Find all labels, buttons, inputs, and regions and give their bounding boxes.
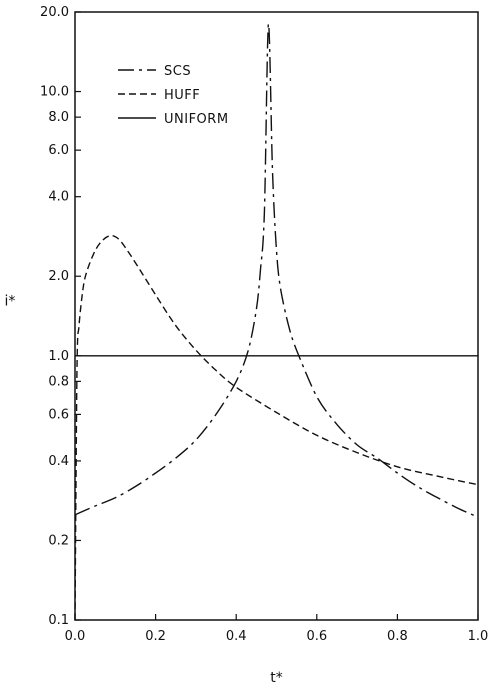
series-line-scs <box>74 23 479 518</box>
legend-label-scs: SCS <box>164 64 191 79</box>
y-axis-title: i* <box>5 293 16 309</box>
y-tick-label: 4.0 <box>48 190 69 205</box>
y-tick-label: 0.4 <box>48 454 69 469</box>
legend-label-uniform: UNIFORM <box>164 112 229 127</box>
x-tick-label: 0.6 <box>306 629 327 644</box>
legend: SCS HUFF UNIFORM <box>118 64 229 127</box>
y-tick-label: 2.0 <box>48 269 69 284</box>
y-tick-label: 6.0 <box>48 143 69 158</box>
y-tick-label: 0.2 <box>48 533 69 548</box>
y-tick-label: 20.0 <box>40 5 69 20</box>
x-tick-label: 0.2 <box>145 629 166 644</box>
y-tick-label: 0.1 <box>48 613 69 628</box>
y-tick-label: 0.6 <box>48 407 69 422</box>
legend-label-huff: HUFF <box>164 88 200 103</box>
series-layer <box>74 23 479 621</box>
series-line-huff <box>74 234 479 621</box>
y-tick-label: 1.0 <box>48 349 69 364</box>
y-axis-ticks: 0.1 0.2 0.4 0.6 0.8 1.0 2.0 4.0 6.0 8.0 10.0 20.0 <box>40 5 81 628</box>
x-tick-label: 0.8 <box>387 629 408 644</box>
x-axis-title: t* <box>270 670 283 686</box>
y-tick-label: 0.8 <box>48 374 69 389</box>
x-tick-label: 0.4 <box>226 629 247 644</box>
y-tick-label: 8.0 <box>48 110 69 125</box>
plot-frame <box>74 11 479 621</box>
y-tick-label: 10.0 <box>40 85 69 100</box>
x-tick-label: 1.0 <box>468 629 489 644</box>
x-tick-label: 0.0 <box>65 629 86 644</box>
x-axis-ticks: 0.0 0.2 0.4 0.6 0.8 1.0 <box>65 614 489 644</box>
